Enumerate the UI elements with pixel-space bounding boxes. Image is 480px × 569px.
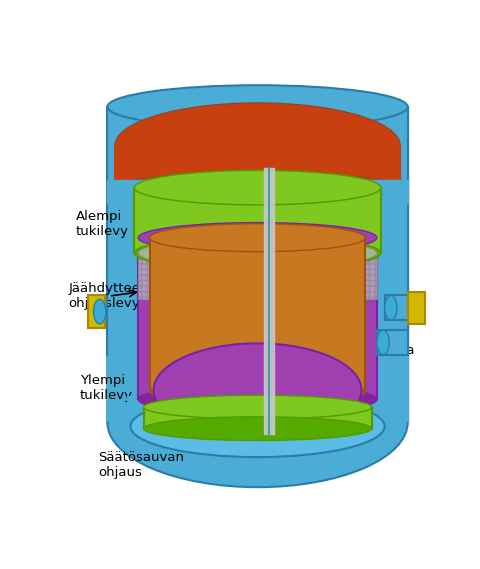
Bar (408, 291, 425, 324)
Ellipse shape (94, 299, 106, 324)
Ellipse shape (115, 103, 400, 188)
Text: Polttoaine-
elementti: Polttoaine- elementti (236, 197, 354, 225)
Text: Alempi
tukilevy: Alempi tukilevy (76, 210, 144, 238)
Ellipse shape (150, 224, 365, 251)
Polygon shape (108, 180, 408, 203)
Ellipse shape (134, 236, 381, 270)
Text: Reaktoripaineastia: Reaktoripaineastia (275, 335, 415, 357)
Ellipse shape (384, 295, 397, 320)
Bar (134, 188, 381, 253)
Ellipse shape (138, 222, 377, 253)
Ellipse shape (150, 378, 365, 406)
Ellipse shape (138, 238, 377, 268)
Ellipse shape (131, 395, 384, 457)
Ellipse shape (144, 395, 372, 419)
Polygon shape (264, 168, 274, 434)
Bar (144, 407, 372, 428)
Text: Sekoitustila: Sekoitustila (156, 90, 233, 109)
Bar (106, 356, 409, 422)
Text: Säätösauvan
ohjaus: Säätösauvan ohjaus (98, 426, 189, 479)
Text: Ylempi
tukilevy: Ylempi tukilevy (80, 359, 171, 402)
Text: Päähöyrylinja: Päähöyrylinja (273, 253, 372, 270)
Ellipse shape (144, 417, 372, 440)
Bar (384, 295, 408, 320)
Ellipse shape (377, 330, 389, 354)
Polygon shape (108, 107, 408, 422)
Bar (138, 253, 377, 299)
Ellipse shape (108, 358, 408, 487)
Bar (152, 286, 363, 390)
Bar (150, 238, 365, 391)
Text: Ulostuloyhde: Ulostuloyhde (273, 302, 370, 320)
Bar (138, 238, 377, 399)
Ellipse shape (134, 170, 381, 205)
Bar (114, 145, 401, 189)
Ellipse shape (108, 85, 408, 129)
Ellipse shape (138, 384, 377, 414)
Bar (127, 395, 388, 426)
Ellipse shape (115, 172, 400, 203)
Bar (377, 330, 408, 354)
Bar (100, 299, 108, 324)
Ellipse shape (154, 343, 361, 437)
Polygon shape (115, 145, 400, 188)
Text: Jäähdytteen
ohjauslevy: Jäähdytteen ohjauslevy (69, 282, 149, 310)
Bar (88, 295, 105, 328)
